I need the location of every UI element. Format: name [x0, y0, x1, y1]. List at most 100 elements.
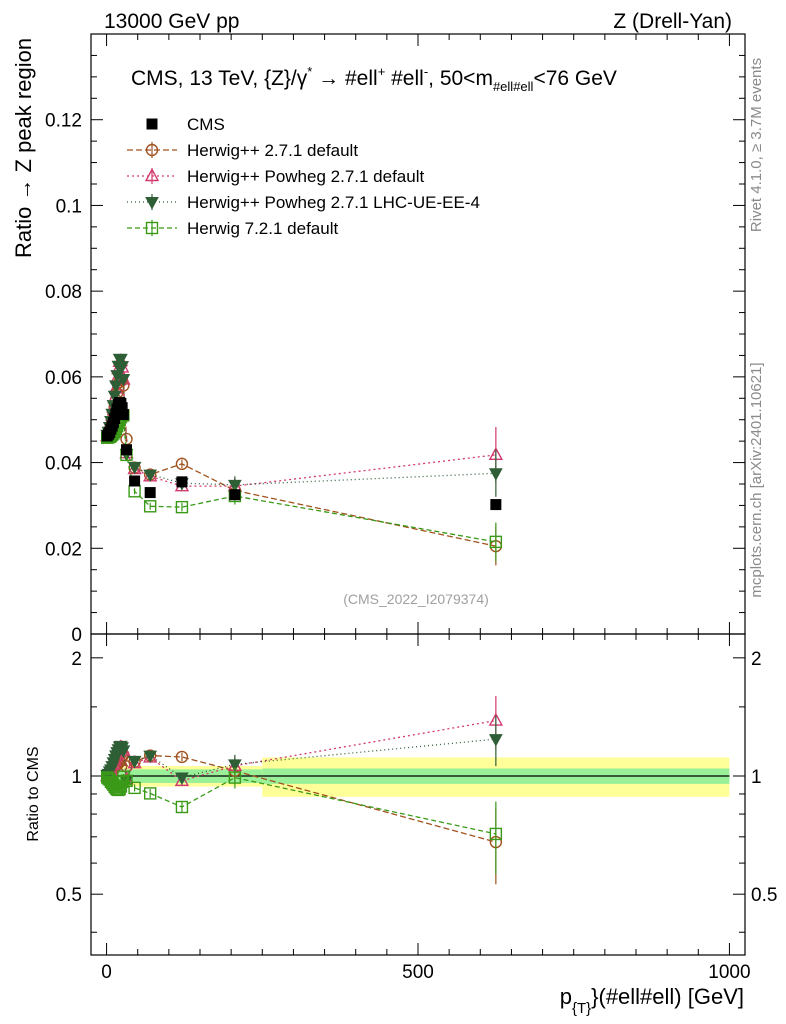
series-1-main [100, 373, 503, 566]
title-mass-pre: , 50<m [428, 67, 493, 90]
series-3-ratio-point [175, 772, 189, 785]
title-plus: + [378, 64, 386, 79]
header-left: 13000 GeV pp [104, 10, 239, 33]
x-axis-label-rest: }(#ell#ell) [GeV] [591, 984, 744, 1009]
data-point [229, 489, 241, 501]
series-3-ratio-point [143, 750, 158, 764]
analysis-watermark: (CMS_2022_I2079374) [343, 591, 489, 607]
data-point [144, 487, 156, 499]
series-4-ratio-point [113, 782, 126, 796]
series-2-ratio-point [174, 772, 190, 787]
series-layer [100, 353, 504, 885]
title-main: CMS, 13 TeV, {Z}/γ [131, 67, 308, 90]
y-tick-label: 0.1 [56, 196, 82, 217]
x-tick-label: 1000 [708, 962, 750, 983]
series-2-main [100, 353, 504, 495]
series-4-ratio-point [128, 781, 141, 795]
y-tick-label: 0 [71, 625, 82, 646]
ratio-tick-label: 1 [71, 767, 82, 788]
series-1-ratio-point [175, 750, 189, 764]
series-4-main [100, 409, 503, 562]
y-tick-label: 0.02 [45, 539, 82, 560]
y-axis-label: Ratio → Z peak region [11, 38, 36, 258]
series-3-point [114, 353, 128, 367]
ratio-tick-label: 1 [751, 767, 762, 788]
y-tick-label: 0.04 [45, 454, 82, 475]
data-point [117, 409, 129, 421]
legend-marker [145, 143, 159, 157]
series-3-ratio-point [127, 755, 142, 769]
ratio-panel-series [100, 695, 504, 885]
y-tick-label: 0.08 [45, 282, 82, 303]
title-arrow: → #ell [312, 67, 377, 90]
series-4-line [106, 414, 496, 543]
series-3-point [143, 469, 158, 483]
series-3-ratio-point [228, 759, 242, 772]
series-3-ratio-point [489, 734, 503, 747]
y-tick-label: 0.12 [45, 111, 82, 132]
legend-marker [145, 197, 159, 210]
data-point [121, 444, 133, 456]
ratio-y-axis-label: Ratio to CMS [25, 746, 42, 841]
series-4-ratio-point [117, 770, 130, 783]
ratio-tick-label: 0.5 [751, 885, 777, 906]
series-4-ratio-point [112, 783, 125, 797]
series-3-main [100, 353, 503, 497]
series-3-point [109, 380, 123, 393]
legend-item: CMS [146, 115, 225, 134]
legend-label: Herwig++ Powheg 2.7.1 LHC-UE-EE-4 [187, 193, 480, 212]
data-points [101, 397, 502, 511]
legend: CMS Herwig++ 2.7.1 default Herwig++ Powheg… [127, 115, 480, 238]
legend-label: Herwig 7.2.1 default [187, 219, 338, 238]
series-3-point [116, 374, 131, 387]
y-tick-label: 0.06 [45, 368, 82, 389]
series-4-ratio-point [489, 827, 503, 841]
series-3-point [127, 461, 142, 475]
title-star: * [307, 64, 312, 79]
main-panel-series [100, 353, 504, 566]
data-point [490, 499, 502, 511]
series-1-line [106, 378, 496, 547]
ratio-tick-label: 0.5 [56, 885, 82, 906]
title-mass-sub: #ell#ell [493, 79, 534, 94]
chart-title: CMS, 13 TeV, {Z}/γ* → #ell+ #ell-, 50<m#… [131, 64, 617, 94]
series-4-point [143, 500, 157, 513]
series-1-point [175, 457, 189, 471]
x-axis-label-sub: {T} [572, 1000, 591, 1017]
ratio-tick-label: 2 [71, 649, 82, 670]
series-4-point [175, 500, 189, 514]
title-mass-post: <76 GeV [533, 67, 616, 90]
series-4-ratio-point [143, 787, 157, 800]
header-right: Z (Drell-Yan) [613, 10, 732, 33]
data-point [129, 475, 141, 487]
legend-label: Herwig++ Powheg 2.7.1 default [187, 167, 424, 186]
x-tick-label: 0 [101, 962, 112, 983]
legend-marker [146, 118, 158, 130]
series-3-point [228, 479, 242, 493]
ratio-uncertainty-band [106, 757, 730, 797]
series-4-ratio-point [120, 774, 133, 788]
legend-label: CMS [187, 115, 225, 134]
x-tick-label: 500 [402, 962, 434, 983]
series-4-ratio-point [175, 800, 189, 814]
series-4-ratio-point [228, 771, 242, 784]
legend-marker [144, 168, 160, 182]
series-3-point [115, 361, 129, 374]
legend-item: Herwig++ Powheg 2.7.1 LHC-UE-EE-4 [127, 193, 480, 212]
legend-item: Herwig++ 2.7.1 default [127, 141, 358, 160]
title-mid: #ell [385, 67, 424, 90]
mcplots-label: mcplots.cern.ch [arXiv:2401.10621] [748, 362, 765, 597]
ratio-tick-label: 2 [751, 649, 762, 670]
series-2-line [106, 359, 496, 487]
series-3-point [489, 468, 503, 481]
title-minus: - [424, 64, 428, 79]
legend-label: Herwig++ 2.7.1 default [187, 141, 358, 160]
x-axis-label: p{T}}(#ell#ell) [GeV] [560, 984, 744, 1017]
series-4-ratio [100, 767, 503, 874]
x-axis-label-main: p [560, 984, 572, 1009]
data-point [176, 476, 188, 488]
legend-item: Herwig 7.2.1 default [127, 219, 338, 238]
legend-item: Herwig++ Powheg 2.7.1 default [127, 167, 424, 186]
axes: 0 500 1000 0 0.02 0.04 0.06 0.08 0.1 0.12 0.5 0.5 1 1… [45, 33, 777, 983]
